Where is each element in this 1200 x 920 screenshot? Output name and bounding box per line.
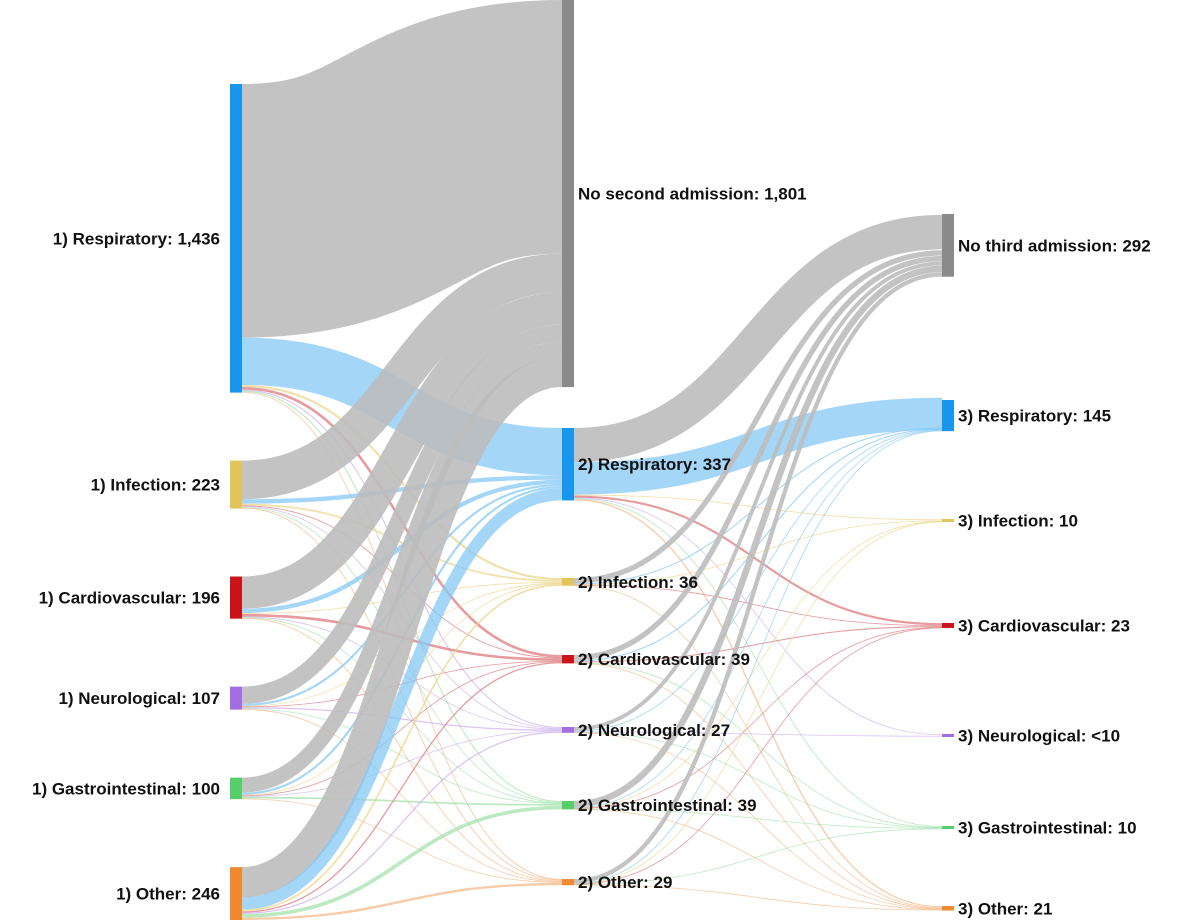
label-a2_inf: 2) Infection: 36 xyxy=(578,573,698,592)
link-a2_card-to-a3_card xyxy=(573,626,943,663)
link-a1_neuro-to-none2 xyxy=(241,324,563,704)
link-a2_resp-to-none3 xyxy=(573,214,943,463)
link-a1_other-to-a2_gi xyxy=(241,805,563,918)
link-a2_resp-to-a3_resp xyxy=(573,397,943,495)
node-a1_other xyxy=(230,867,242,920)
link-a2_gi-to-a3_card xyxy=(573,627,943,809)
link-a1_neuro-to-a2_neuro xyxy=(241,707,563,731)
link-a2_card-to-a3_other xyxy=(573,662,943,909)
link-a2_neuro-to-none3 xyxy=(573,261,943,731)
link-a1_gi-to-a2_gi xyxy=(241,796,563,806)
link-a1_gi-to-a2_other xyxy=(241,798,563,883)
label-a2_other: 2) Other: 29 xyxy=(578,873,672,892)
label-a3_resp: 3) Respiratory: 145 xyxy=(958,407,1111,426)
link-a2_other-to-a3_other xyxy=(573,884,943,911)
link-a1_inf-to-none2 xyxy=(241,253,563,500)
label-a3_gi: 3) Gastrointestinal: 10 xyxy=(958,819,1137,838)
node-a2_inf xyxy=(562,578,574,586)
node-a3_inf xyxy=(942,519,954,522)
link-a2_gi-to-a3_gi xyxy=(573,808,943,829)
link-a2_gi-to-a3_inf xyxy=(573,521,943,809)
link-a1_inf-to-a2_inf xyxy=(241,503,563,582)
node-a1_inf xyxy=(230,460,242,509)
link-a2_inf-to-none3 xyxy=(573,250,943,584)
labels-layer: 1) Respiratory: 1,436 1) Infection: 223 1)… xyxy=(32,185,1151,919)
link-a1_other-to-a2_card xyxy=(241,662,563,913)
label-none3: No third admission: 292 xyxy=(958,236,1151,255)
link-a1_other-to-none2 xyxy=(240,356,564,898)
link-a1_other-to-a2_inf xyxy=(241,584,563,912)
label-a2_neuro: 2) Neurological: 27 xyxy=(578,721,730,740)
link-a2_card-to-none3 xyxy=(573,255,943,661)
link-a1_neuro-to-a2_other xyxy=(241,708,563,883)
link-a2_inf-to-a3_resp xyxy=(573,427,943,585)
node-a2_resp xyxy=(562,428,574,501)
link-a2_other-to-a3_card xyxy=(573,627,943,885)
node-a2_other xyxy=(562,879,574,886)
link-a2_inf-to-a3_other xyxy=(573,585,943,909)
link-a2_resp-to-a3_inf xyxy=(573,494,943,521)
link-a1_other-to-a2_other xyxy=(241,882,563,920)
link-a2_gi-to-a3_resp xyxy=(573,429,943,809)
link-a1_card-to-none2 xyxy=(241,292,563,609)
label-a1_other: 1) Other: 246 xyxy=(116,885,220,904)
label-a2_resp: 2) Respiratory: 337 xyxy=(578,455,731,474)
node-a3_gi xyxy=(942,826,954,829)
link-a1_gi-to-a2_neuro xyxy=(241,730,563,797)
link-a2_neuro-to-a3_gi xyxy=(573,731,943,829)
link-a1_gi-to-a2_card xyxy=(241,661,563,797)
link-a2_other-to-a3_gi xyxy=(573,828,943,885)
link-a2_card-to-a3_gi xyxy=(573,662,943,828)
link-a2_gi-to-none3 xyxy=(573,265,943,808)
label-a3_inf: 3) Infection: 10 xyxy=(958,512,1078,531)
node-a2_gi xyxy=(562,801,574,810)
node-a1_gi xyxy=(230,777,242,800)
node-a2_card xyxy=(562,655,574,664)
link-a2_resp-to-a3_gi xyxy=(573,498,943,828)
label-a3_neuro: 3) Neurological: <10 xyxy=(958,727,1120,746)
node-a1_resp xyxy=(230,84,242,393)
link-a1_other-to-a2_resp xyxy=(241,488,563,910)
label-a1_inf: 1) Infection: 223 xyxy=(91,476,220,495)
link-a2_inf-to-a3_card xyxy=(573,584,943,627)
link-a2_inf-to-a3_inf xyxy=(573,520,943,586)
link-a2_gi-to-a3_other xyxy=(573,808,943,910)
link-a1_card-to-a2_other xyxy=(241,617,563,882)
label-a1_card: 1) Cardiovascular: 196 xyxy=(39,589,220,608)
link-a1_neuro-to-a2_gi xyxy=(241,708,563,805)
node-none3 xyxy=(942,214,954,277)
link-a2_resp-to-a3_card xyxy=(573,495,943,626)
label-a2_gi: 2) Gastrointestinal: 39 xyxy=(578,796,757,815)
node-a3_neuro xyxy=(942,734,954,737)
node-a3_card xyxy=(942,623,954,628)
link-a2_neuro-to-a3_neuro xyxy=(573,731,943,737)
node-a3_other xyxy=(942,906,954,911)
label-none2: No second admission: 1,801 xyxy=(578,185,807,204)
link-a2_resp-to-a3_neuro xyxy=(573,497,943,736)
link-a2_other-to-none3 xyxy=(573,272,943,884)
node-a1_neuro xyxy=(230,686,242,710)
link-a1_inf-to-a2_resp xyxy=(241,475,563,504)
link-a2_neuro-to-a3_other xyxy=(573,732,943,910)
label-a3_other: 3) Other: 21 xyxy=(958,899,1052,918)
node-a3_resp xyxy=(942,400,954,432)
label-a3_card: 3) Cardiovascular: 23 xyxy=(958,616,1130,635)
node-none2 xyxy=(562,0,574,388)
links-layer xyxy=(239,0,943,920)
link-a1_gi-to-none2 xyxy=(241,341,563,793)
link-a1_other-to-a2_neuro xyxy=(241,731,563,914)
label-a2_card: 2) Cardiovascular: 39 xyxy=(578,650,750,669)
link-a2_other-to-a3_resp xyxy=(573,430,943,885)
link-a1_resp-to-none2 xyxy=(239,0,565,338)
nodes-layer xyxy=(230,0,954,920)
node-a2_neuro xyxy=(562,727,574,733)
label-a1_gi: 1) Gastrointestinal: 100 xyxy=(32,779,220,798)
label-a1_neuro: 1) Neurological: 107 xyxy=(58,689,220,708)
node-a1_card xyxy=(230,576,242,619)
link-a2_other-to-a3_inf xyxy=(573,521,943,885)
label-a1_resp: 1) Respiratory: 1,436 xyxy=(53,229,220,248)
